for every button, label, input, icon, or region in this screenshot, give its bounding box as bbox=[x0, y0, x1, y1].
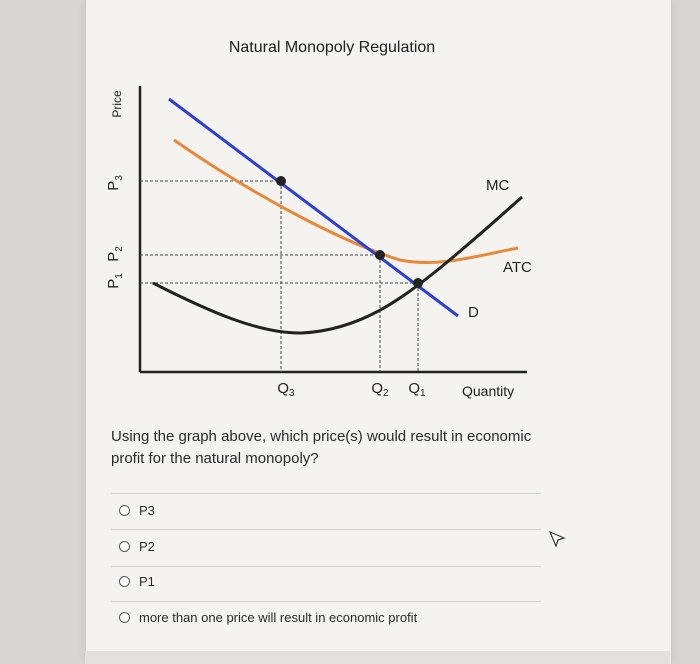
option-label: P1 bbox=[139, 573, 155, 589]
radio-icon[interactable] bbox=[119, 540, 130, 552]
q3-label: Q3 bbox=[277, 380, 295, 399]
mc-label: MC bbox=[486, 177, 509, 194]
point-p3 bbox=[276, 176, 286, 186]
option-p3[interactable]: P3 bbox=[111, 499, 541, 521]
option-label: P2 bbox=[139, 538, 155, 554]
x-axis-label: Quantity bbox=[462, 383, 514, 399]
price-label-p3: P3 bbox=[105, 175, 125, 191]
svg-text:P2: P2 bbox=[105, 246, 125, 262]
radio-icon[interactable] bbox=[119, 575, 130, 587]
y-axis-label: Price bbox=[110, 90, 124, 118]
point-p2 bbox=[375, 250, 385, 260]
graph-title: Natural Monopoly Regulation bbox=[229, 39, 435, 56]
q1-label: Q1 bbox=[408, 380, 426, 399]
radio-icon[interactable] bbox=[119, 504, 130, 516]
option-p1[interactable]: P1 bbox=[111, 570, 541, 592]
question-text: Using the graph above, which price(s) wo… bbox=[111, 428, 532, 467]
price-label-p2: P2 bbox=[105, 246, 125, 262]
radio-icon[interactable] bbox=[119, 611, 130, 623]
guide-lines bbox=[140, 180, 419, 372]
option-divider bbox=[111, 601, 541, 602]
monopoly-graph: Natural Monopoly Regulation Price P3 P2 … bbox=[105, 39, 532, 399]
pointer-cursor-icon bbox=[548, 530, 566, 548]
atc-label: ATC bbox=[503, 259, 532, 276]
option-divider bbox=[111, 493, 541, 494]
panel-footer bbox=[85, 651, 670, 664]
option-label: P3 bbox=[139, 502, 155, 518]
price-label-p1: P1 bbox=[105, 273, 125, 289]
point-p1 bbox=[413, 278, 423, 288]
option-label: more than one price will result in econo… bbox=[139, 609, 418, 625]
option-divider bbox=[111, 529, 541, 530]
atc-curve bbox=[173, 138, 519, 264]
q2-label: Q2 bbox=[371, 380, 389, 399]
demand-label: D bbox=[468, 304, 479, 321]
option-more-than-one[interactable]: more than one price will result in econo… bbox=[111, 606, 541, 628]
demand-curve bbox=[168, 97, 459, 318]
mc-curve bbox=[152, 195, 523, 335]
svg-text:P3: P3 bbox=[105, 175, 125, 191]
svg-text:P1: P1 bbox=[105, 273, 125, 289]
option-divider bbox=[111, 566, 541, 567]
option-p2[interactable]: P2 bbox=[111, 535, 541, 557]
